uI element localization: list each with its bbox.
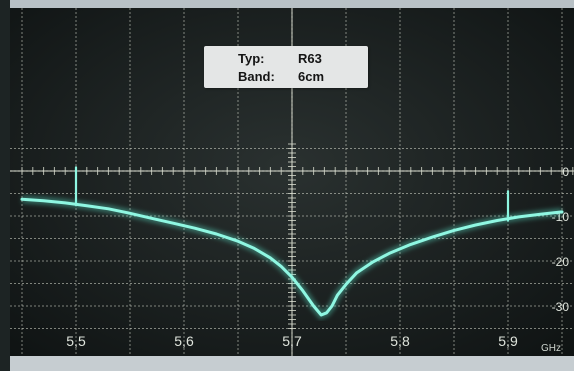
screen-bezel-top [0, 0, 574, 8]
return-loss-trace [20, 197, 564, 317]
type-value: R63 [298, 51, 322, 66]
y-tick-label: -20 [552, 255, 570, 269]
screen-bezel-bottom [0, 356, 574, 371]
band-value: 6cm [298, 69, 325, 84]
x-tick-label: 5,5 [66, 333, 86, 349]
band-label: Band: [238, 69, 275, 84]
info-card: Typ: R63 Band: 6cm [204, 46, 368, 88]
y-tick-label: 0 [562, 165, 569, 179]
x-tick-label: 5,7 [282, 333, 302, 349]
x-axis-labels: 5,5 5,6 5,7 5,8 5,9 [66, 333, 518, 349]
x-tick-label: 5,6 [174, 333, 194, 349]
x-axis-unit: GHz [541, 343, 561, 354]
x-tick-label: 5,8 [390, 333, 410, 349]
x-tick-label: 5,9 [498, 333, 518, 349]
type-label: Typ: [238, 51, 265, 66]
y-tick-label: -30 [552, 300, 570, 314]
screen-bezel-left [0, 0, 10, 371]
